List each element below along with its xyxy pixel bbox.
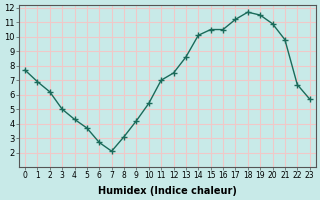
X-axis label: Humidex (Indice chaleur): Humidex (Indice chaleur) [98, 186, 237, 196]
